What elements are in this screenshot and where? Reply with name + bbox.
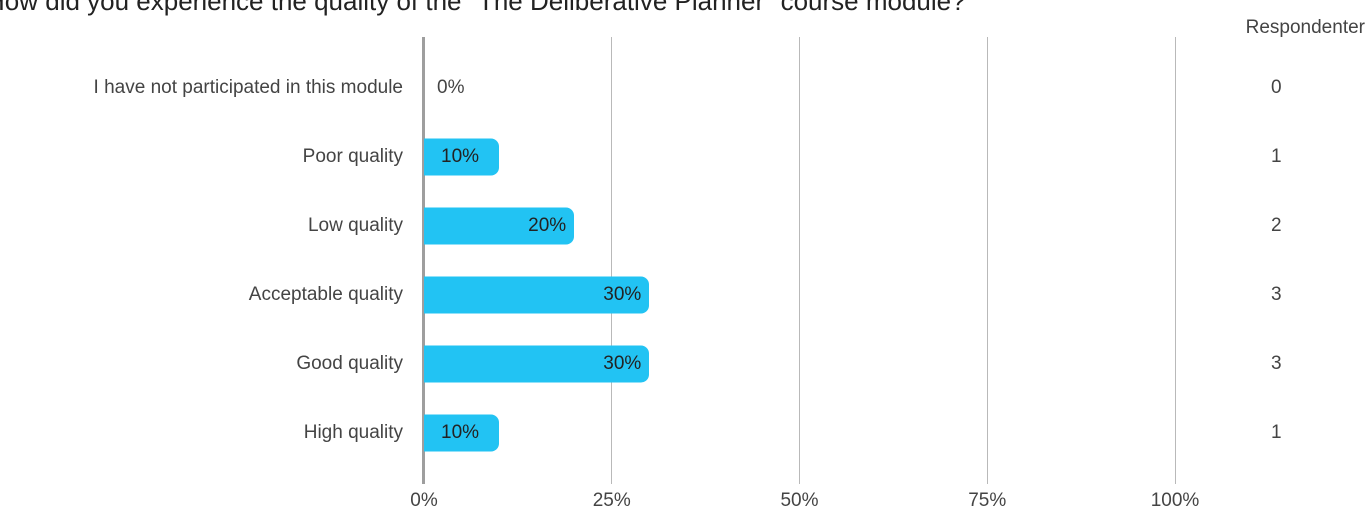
bar <box>424 207 575 245</box>
bar-value-label: 30% <box>603 284 642 305</box>
category-label: Poor quality <box>302 146 403 167</box>
category-label: Good quality <box>296 353 403 374</box>
respondent-count: 3 <box>1271 284 1282 305</box>
x-tick-label: 75% <box>968 490 1007 511</box>
bar-value-label: 0% <box>437 77 465 98</box>
respondent-count: 2 <box>1271 215 1282 236</box>
bar <box>424 276 650 314</box>
chart-title: How did you experience the quality of th… <box>0 0 966 16</box>
bar-value-label: 20% <box>528 215 567 236</box>
bar <box>424 345 650 383</box>
y-axis-line <box>422 37 425 484</box>
bar-value-label: 10% <box>441 422 480 443</box>
bar <box>424 414 500 452</box>
bar-value-label: 30% <box>603 353 642 374</box>
bar <box>424 138 500 176</box>
respondent-count: 0 <box>1271 77 1282 98</box>
category-label: I have not participated in this module <box>93 77 403 98</box>
respondent-count: 1 <box>1271 146 1282 167</box>
x-tick-label: 0% <box>410 490 438 511</box>
gridline <box>611 37 613 484</box>
respondent-count: 3 <box>1271 353 1282 374</box>
gridline <box>799 37 800 484</box>
category-label: Acceptable quality <box>248 284 403 305</box>
x-tick-label: 50% <box>780 490 819 511</box>
gridline <box>1174 37 1176 484</box>
x-tick-label: 25% <box>592 490 631 511</box>
x-tick-label: 100% <box>1150 490 1200 511</box>
bar-value-label: 10% <box>441 146 480 167</box>
gridline <box>986 37 988 484</box>
category-label: High quality <box>303 422 403 443</box>
respondent-count: 1 <box>1271 422 1282 443</box>
respondents-header: Respondenter <box>1245 17 1365 38</box>
category-label: Low quality <box>307 215 403 236</box>
